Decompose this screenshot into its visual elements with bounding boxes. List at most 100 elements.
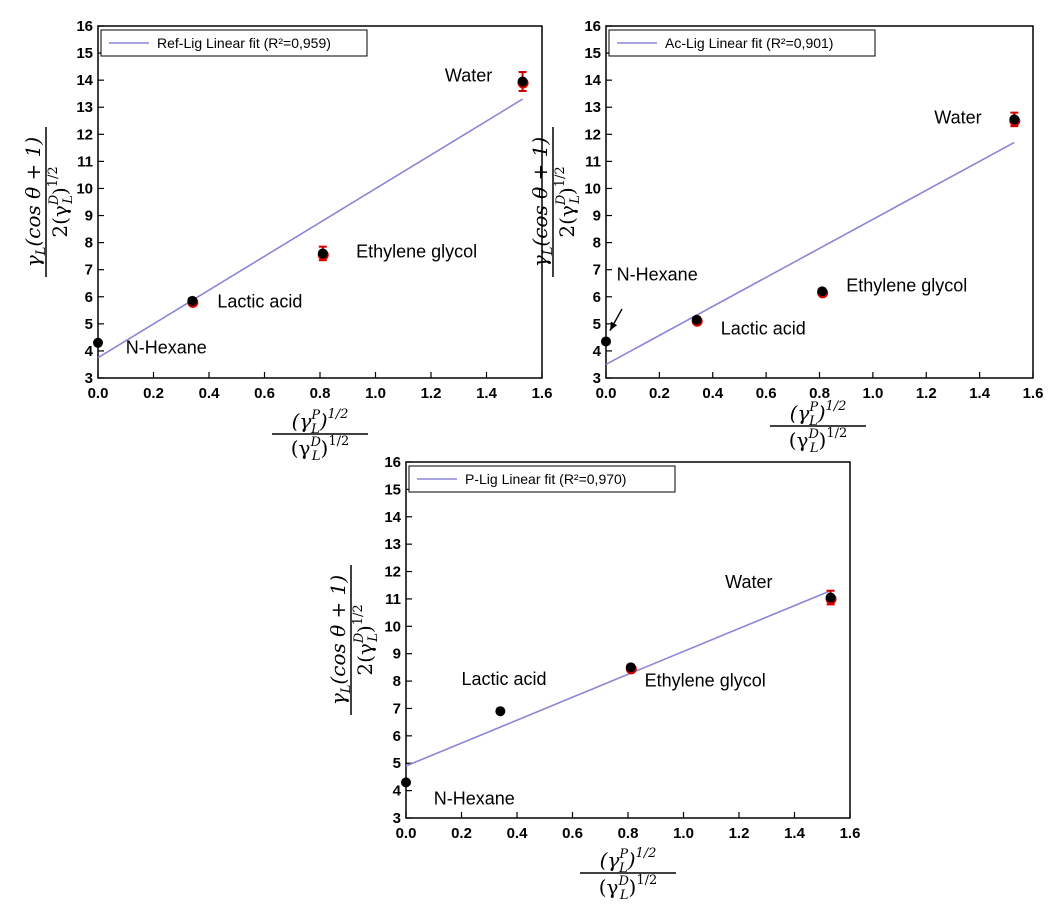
data-point-n-hexane: [93, 337, 103, 348]
y-axis-label: γL(cos θ + 1) 2(γDL)1/2: [21, 127, 76, 277]
y-tick-label: 15: [384, 481, 401, 498]
marker: [601, 336, 611, 347]
x-tick-label: 0.4: [199, 385, 221, 402]
legend: P-Lig Linear fit (R²=0,970): [408, 465, 676, 493]
ylabel-denominator: 2(γDL)1/2: [46, 166, 76, 237]
legend-label: Ac-Lig Linear fit (R²=0,901): [665, 35, 833, 51]
y-tick-label: 4: [393, 783, 402, 800]
point-label: Water: [445, 66, 492, 86]
y-tick-label: 9: [85, 208, 93, 225]
y-tick-label: 13: [584, 99, 601, 116]
data-point-lactic-acid: [495, 706, 506, 717]
y-tick-label: 8: [593, 235, 601, 252]
y-tick-label: 11: [385, 591, 401, 608]
xlabel-numerator: (γP L)1/2: [292, 407, 349, 437]
x-tick-label: 1.4: [969, 385, 991, 402]
x-tick-label: 1.6: [532, 385, 553, 402]
point-label: Lactic acid: [462, 669, 547, 689]
ylabel-denominator: 2(γDL)1/2: [351, 604, 381, 675]
point-label: Lactic acid: [721, 319, 806, 339]
y-tick-label: 14: [384, 509, 401, 526]
x-tick-label: 0.8: [618, 825, 639, 842]
x-tick-label: 0.0: [596, 385, 617, 402]
xlabel-numerator: (γP L)1/2: [600, 846, 657, 876]
plot-frame: [605, 25, 1034, 379]
x-tick-label: 0.0: [88, 385, 109, 402]
y-tick-label: 4: [85, 343, 94, 360]
y-tick-label: 12: [76, 126, 93, 143]
y-tick-label: 16: [584, 18, 601, 35]
point-label: Water: [725, 572, 772, 592]
x-tick-label: 0.2: [451, 825, 472, 842]
point-label: Water: [934, 107, 981, 127]
data-point-n-hexane: [401, 777, 411, 788]
y-tick-label: 14: [584, 72, 601, 89]
marker: [1009, 114, 1020, 125]
data-point-ethylene-glycol: [317, 245, 329, 262]
y-tick-label: 8: [393, 673, 401, 690]
marker: [495, 706, 506, 717]
y-tick-label: 10: [384, 618, 401, 635]
plot-frame: [405, 461, 851, 819]
marker: [93, 337, 103, 348]
x-tick-label: 0.0: [396, 825, 417, 842]
y-tick-label: 7: [593, 262, 601, 279]
data-point-ethylene-glycol: [817, 286, 829, 299]
y-tick-label: 11: [585, 153, 601, 170]
ylabel-numerator: γL(cos θ + 1): [21, 137, 49, 267]
linear-fit-line: [405, 589, 831, 767]
point-label: N-Hexane: [126, 338, 207, 358]
legend: Ref-Lig Linear fit (R²=0,959): [100, 29, 368, 57]
legend-label: P-Lig Linear fit (R²=0,970): [465, 471, 626, 487]
point-label: Lactic acid: [217, 292, 302, 312]
y-axis-label: γL(cos θ + 1) 2(γDL)1/2: [528, 127, 583, 277]
x-axis-label: (γP L)1/2(γD L)1/2: [272, 407, 368, 464]
xlabel-denominator: (γD L)1/2: [599, 873, 658, 903]
x-tick-label: 0.2: [143, 385, 164, 402]
point-label: N-Hexane: [434, 788, 515, 808]
y-tick-label: 12: [384, 564, 401, 581]
data-point-water: [1009, 111, 1021, 128]
y-tick-label: 6: [85, 289, 93, 306]
x-tick-label: 0.2: [649, 385, 670, 402]
marker: [187, 295, 198, 306]
y-tick-label: 10: [584, 180, 601, 197]
linear-fit-line: [97, 98, 523, 359]
y-tick-label: 5: [393, 755, 401, 772]
y-tick-label: 8: [85, 235, 93, 252]
x-tick-label: 1.6: [1023, 385, 1044, 402]
y-tick-label: 6: [593, 289, 601, 306]
y-tick-label: 7: [393, 700, 401, 717]
chart-panel-top-left: 3 4 5 6 7 8 9 10 11 12 13 14 15 16 0.0 0.2 0.4 0.6 0.8 1.0 1…: [21, 18, 552, 464]
y-tick-label: 14: [76, 72, 93, 89]
y-tick-label: 5: [593, 316, 601, 333]
y-tick-label: 3: [393, 810, 401, 827]
data-point-n-hexane: [601, 336, 611, 347]
x-tick-label: 0.8: [310, 385, 331, 402]
x-tick-label: 1.6: [840, 825, 861, 842]
point-label: N-Hexane: [617, 265, 698, 285]
y-tick-label: 9: [593, 208, 601, 225]
y-tick-label: 9: [393, 646, 401, 663]
chart-panel-bottom: 3 4 5 6 7 8 9 10 11 12 13 14 15 16 0.0 0.2 0.4 0.6 0.8 1.0 1…: [326, 454, 860, 903]
y-tick-label: 10: [76, 180, 93, 197]
x-axis-label: (γP L)1/2(γD L)1/2: [580, 846, 676, 903]
xlabel-numerator: (γP L)1/2: [790, 399, 847, 429]
marker: [317, 248, 328, 259]
marker: [825, 592, 836, 603]
point-label: Ethylene glycol: [846, 275, 967, 295]
x-tick-label: 0.4: [702, 385, 724, 402]
legend-label: Ref-Lig Linear fit (R²=0,959): [157, 35, 331, 51]
y-tick-label: 15: [584, 45, 601, 62]
data-point-lactic-acid: [187, 295, 199, 308]
y-tick-label: 16: [76, 18, 93, 35]
annotation-arrow-head: [610, 321, 618, 331]
y-tick-label: 5: [85, 316, 93, 333]
y-tick-label: 7: [85, 262, 93, 279]
y-tick-label: 11: [77, 153, 93, 170]
marker: [625, 662, 636, 673]
x-tick-label: 1.4: [476, 385, 498, 402]
x-tick-label: 0.6: [756, 385, 777, 402]
marker: [817, 286, 828, 297]
